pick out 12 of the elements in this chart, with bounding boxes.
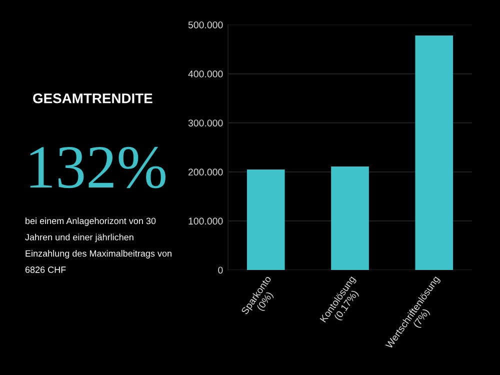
text: GESAMTRENDITE — [33, 93, 152, 104]
text: 132% — [30, 146, 166, 188]
text: bei einem Anlagehorizont von 30 Jahren und einer jährlichen Einzahlung des Maximalbeitrags von 6826 CHF — [25, 218, 172, 273]
y-tick-label: 200.000 — [188, 168, 223, 176]
y-tick-label: 400.000 — [188, 70, 223, 78]
bar — [246, 169, 285, 270]
bar — [331, 166, 369, 270]
y-tick-label: 300.000 — [188, 120, 223, 126]
y-tick-label: 100.000 — [188, 218, 223, 225]
bar — [415, 36, 454, 270]
y-tick-label: 500.000 — [188, 21, 223, 28]
y-tick-label: 0 — [218, 266, 223, 274]
